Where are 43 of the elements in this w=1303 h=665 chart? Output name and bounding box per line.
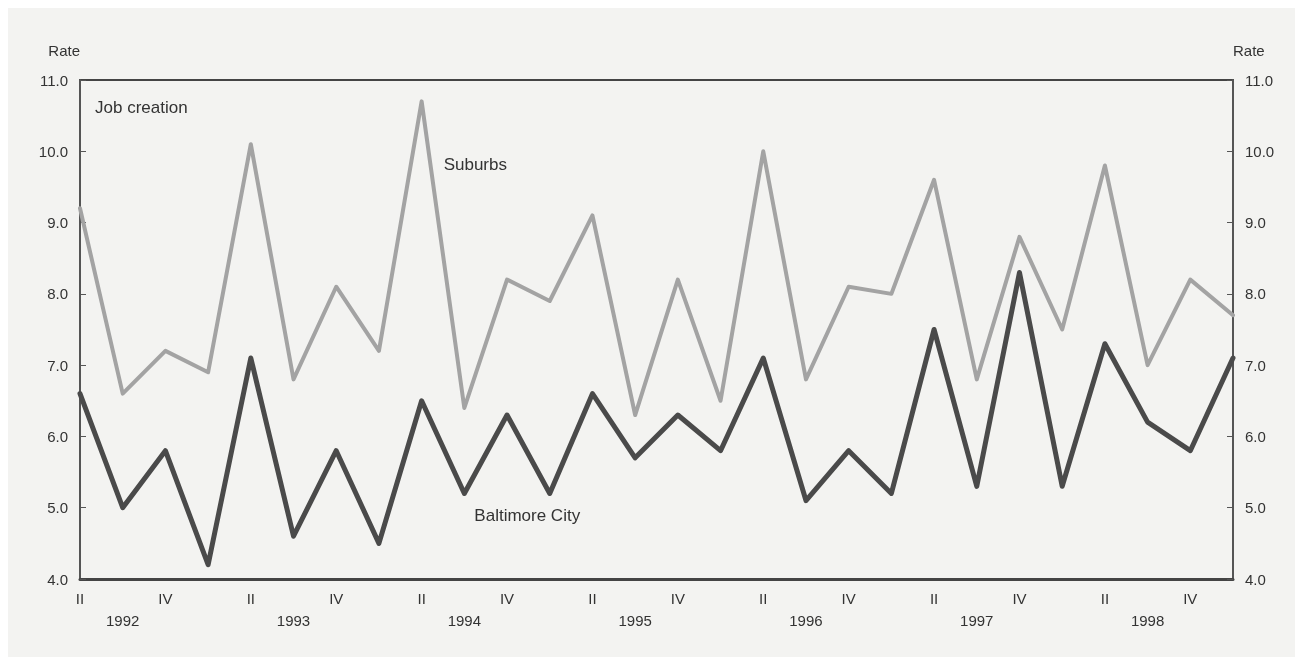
x-tick-label: 1998: [1130, 611, 1165, 629]
x-tick-label: II: [588, 589, 597, 607]
y-tick-label: 5.0: [47, 499, 68, 517]
y-axis-title: Rate: [48, 42, 80, 59]
y2-tick-label: 9.0: [1245, 214, 1266, 232]
y2-tick-label: 5.0: [1245, 499, 1266, 517]
x-tick-label: IV: [670, 589, 685, 607]
x-tick-label: 1994: [447, 611, 482, 629]
y2-tick-label: 4.0: [1245, 570, 1266, 588]
y2-tick-label: 11.0: [1245, 71, 1274, 89]
y-tick-label: 8.0: [47, 285, 68, 303]
x-tick-label: 1996: [789, 611, 823, 629]
y2-tick-label: 10.0: [1245, 142, 1275, 160]
y-tick-label: 10.0: [38, 142, 68, 160]
series-label: Suburbs: [443, 155, 507, 175]
x-tick-label: IV: [1183, 589, 1198, 607]
y2-axis-title: Rate: [1233, 42, 1265, 59]
x-tick-label: II: [246, 589, 255, 607]
x-tick-label: II: [75, 589, 85, 607]
text: Job creation: [95, 98, 188, 117]
y-tick-label: 9.0: [47, 214, 68, 232]
line-series: [78, 99, 1235, 418]
x-tick-label: II: [1100, 589, 1110, 607]
x-tick-label: IV: [1012, 589, 1027, 607]
x-tick-label: IV: [499, 589, 515, 607]
y-tick-label: 6.0: [47, 427, 68, 445]
x-tick-label: IV: [329, 589, 344, 607]
x-tick-label: 1995: [618, 611, 652, 629]
y2-tick-label: 7.0: [1245, 356, 1266, 374]
x-tick-label: II: [759, 589, 768, 607]
x-tick-label: 1993: [276, 611, 311, 629]
x-tick-label: 1997: [960, 611, 994, 629]
x-tick-label: II: [417, 589, 426, 607]
x-tick-label: IV: [841, 589, 856, 607]
y-tick-label: 4.0: [47, 570, 68, 588]
y2-tick-label: 6.0: [1245, 427, 1266, 445]
y-tick-label: 11.0: [39, 71, 68, 89]
series-label: Baltimore City: [474, 506, 581, 525]
x-tick-label: II: [929, 589, 939, 607]
x-tick-label: IV: [158, 589, 173, 607]
y-tick-label: 7.0: [47, 356, 68, 374]
y2-tick-label: 8.0: [1245, 285, 1266, 303]
x-tick-label: 1992: [106, 611, 140, 629]
